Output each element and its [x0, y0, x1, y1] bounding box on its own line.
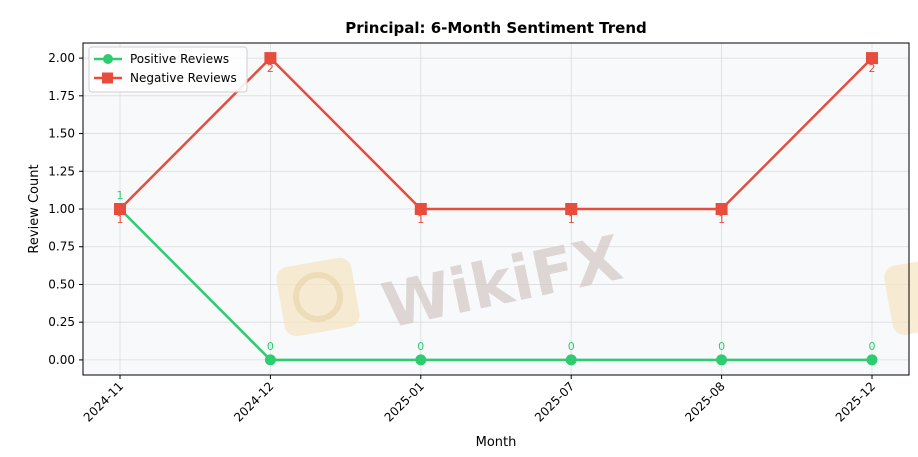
data-point-positive: [565, 354, 577, 366]
watermark-logo-right: [884, 259, 918, 335]
data-point-negative: [715, 203, 728, 215]
data-label: 0: [718, 340, 725, 353]
x-tick-label: 2024-11: [81, 379, 126, 424]
x-tick-label: 2025-08: [682, 379, 727, 424]
y-tick-label: 1.75: [48, 89, 75, 103]
series-line-positive: [119, 208, 872, 362]
data-point-negative: [414, 203, 427, 215]
x-tick-label: 2025-12: [833, 379, 878, 424]
data-point-negative: [264, 52, 277, 65]
legend-marker-positive: [103, 54, 113, 64]
data-point-negative: [866, 52, 878, 65]
data-label: 1: [568, 213, 575, 226]
x-tick-label: 2024-12: [231, 379, 276, 424]
legend-label: Positive Reviews: [130, 52, 229, 66]
x-tick-label: 2025-07: [532, 379, 577, 424]
x-tick-label: 2025-01: [382, 379, 427, 424]
data-label: 0: [568, 340, 575, 353]
y-tick-label: 1.50: [48, 127, 75, 141]
data-label: 0: [869, 340, 876, 353]
data-label: 2: [869, 62, 876, 75]
data-label: 1: [417, 213, 424, 226]
data-label: 1: [117, 213, 124, 226]
y-tick-label: 0.75: [48, 240, 75, 254]
chart-title: Principal: 6-Month Sentiment Trend: [345, 19, 647, 37]
data-point-positive: [264, 354, 276, 366]
data-label: 0: [417, 340, 424, 353]
data-point-positive: [415, 354, 427, 366]
legend: Positive Reviews Negative Reviews: [88, 46, 248, 93]
legend-box: [88, 46, 248, 93]
watermark-logo-left: [276, 257, 360, 337]
data-point-negative: [114, 203, 126, 215]
data-label: 1: [117, 189, 124, 202]
data-label: 2: [267, 62, 274, 75]
data-label: 1: [718, 213, 725, 226]
y-tick-label: 2.00: [48, 51, 75, 65]
legend-label: Negative Reviews: [130, 71, 237, 85]
y-tick-label: 1.25: [48, 164, 75, 178]
y-axis-title: Review Count: [27, 164, 42, 253]
legend-marker-negative: [102, 72, 113, 84]
y-tick-label: 0.00: [48, 353, 75, 367]
data-labels: 1 0 0 0 0 0 1 2 1 1 1 2: [117, 62, 876, 353]
data-point-positive: [716, 354, 728, 366]
y-tick-label: 1.00: [48, 202, 75, 216]
y-tick-label: 0.25: [48, 315, 75, 329]
data-label: 0: [267, 340, 274, 353]
y-tick-label: 0.50: [48, 277, 75, 291]
x-axis-title: Month: [476, 435, 517, 450]
data-point-negative: [565, 203, 578, 215]
data-point-positive: [866, 354, 878, 366]
